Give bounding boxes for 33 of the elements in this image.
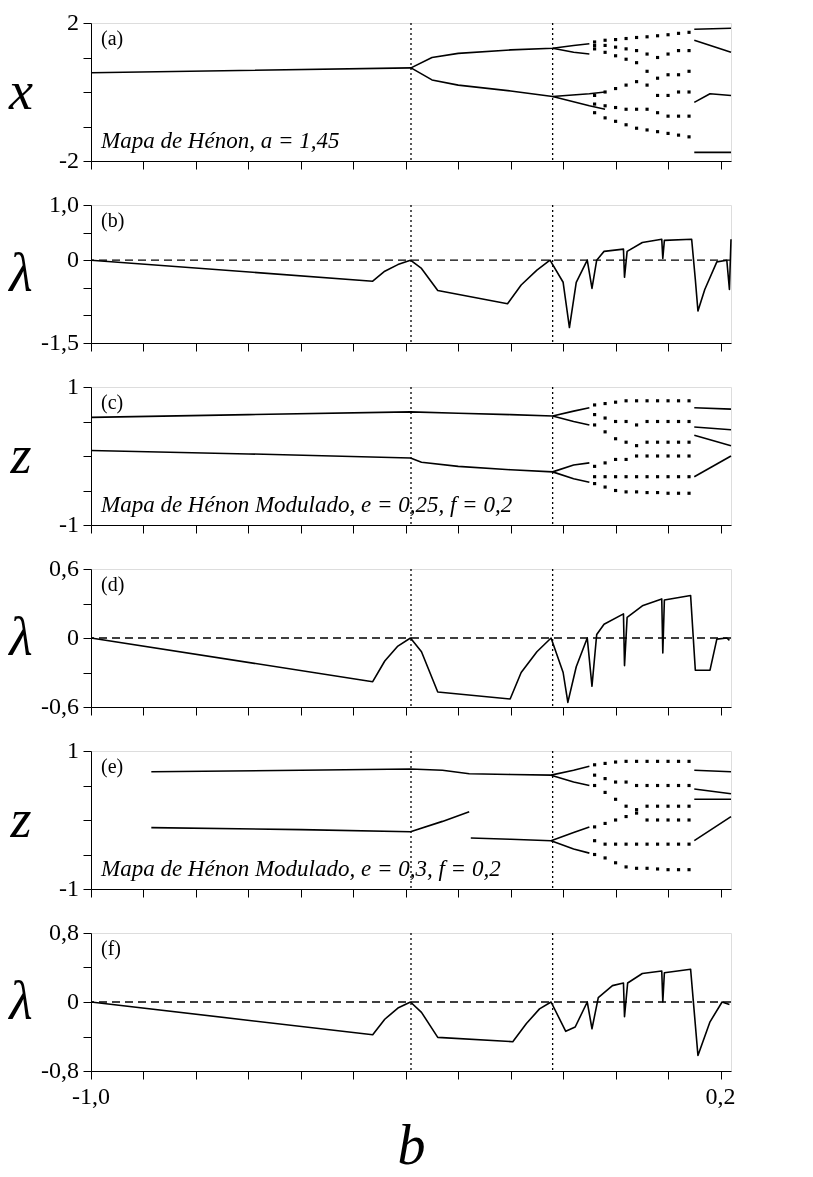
- y-axis-title: z: [9, 424, 32, 485]
- annotation: (e): [101, 755, 124, 778]
- y-tick-label: 0: [67, 246, 79, 273]
- y-tick-label: 0,8: [49, 919, 79, 945]
- y-tick-label: -1,5: [41, 329, 79, 355]
- annotation: (b): [101, 209, 125, 232]
- annotation: Mapa de Hénon, a = 1,45: [100, 128, 340, 153]
- y-tick-label: -0,6: [41, 693, 79, 719]
- y-tick-label: 0: [67, 988, 79, 1014]
- y-axis-title: λ: [7, 606, 33, 667]
- y-axis-title: λ: [7, 242, 33, 303]
- annotation: (f): [101, 937, 121, 960]
- x-axis-title: b: [397, 1114, 426, 1176]
- y-tick-label: -1: [59, 511, 79, 537]
- annotation: (c): [101, 391, 124, 414]
- x-tick-label: -1,0: [72, 1083, 110, 1109]
- y-tick-label: 2: [67, 9, 79, 35]
- y-axis-title: x: [8, 60, 34, 121]
- y-tick-label: -0,8: [41, 1057, 79, 1083]
- y-tick-label: 0: [67, 624, 79, 650]
- annotation: Mapa de Hénon Modulado, e = 0,25, f = 0,2: [100, 492, 513, 517]
- x-tick-label: 0,2: [705, 1083, 736, 1109]
- annotation: Mapa de Hénon Modulado, e = 0,3, f = 0,2: [100, 856, 501, 881]
- y-tick-label: 1,0: [49, 191, 79, 217]
- y-tick-label: 1: [67, 737, 79, 763]
- y-tick-label: 1: [67, 373, 79, 399]
- y-tick-label: -1: [59, 875, 79, 901]
- annotation: (a): [101, 27, 124, 50]
- y-tick-label: 0,6: [49, 555, 79, 581]
- y-tick-label: -2: [59, 147, 79, 173]
- y-axis-title: z: [9, 788, 32, 849]
- annotation: (d): [101, 573, 125, 596]
- y-axis-title: λ: [7, 970, 33, 1031]
